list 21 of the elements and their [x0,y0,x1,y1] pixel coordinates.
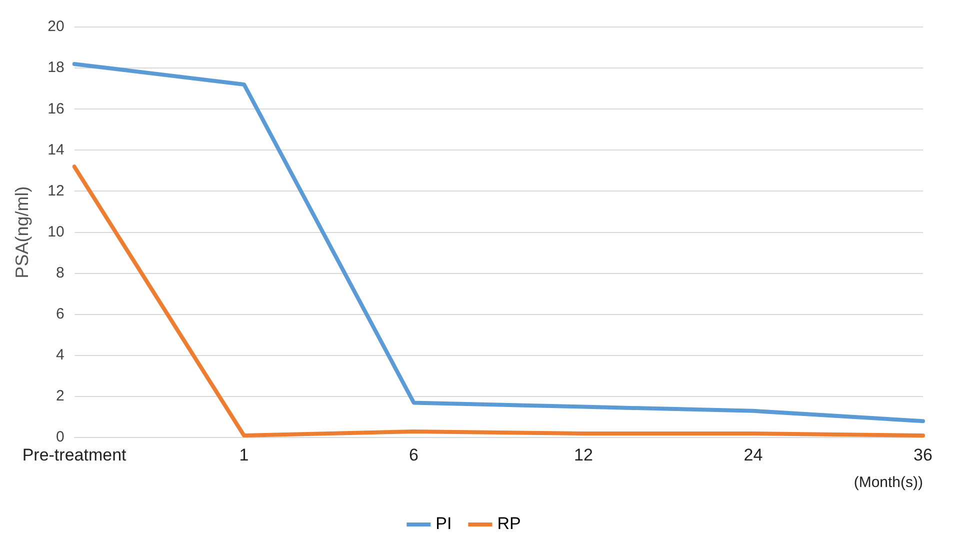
legend-label: PI [436,514,452,534]
x-tick-label: 6 [409,445,419,464]
x-tick-label: 36 [914,445,932,464]
y-tick-label: 20 [48,18,64,36]
legend-label: RP [497,514,521,534]
x-tick-label: 1 [239,445,249,464]
y-tick-label: 16 [48,100,64,118]
y-tick-label: 6 [56,306,64,323]
x-tick-label: Pre-treatment [22,445,127,464]
y-axis-title: PSA(ng/ml) [12,186,32,278]
y-tick-label: 10 [48,223,64,240]
y-tick-label: 0 [56,428,64,446]
x-tick-label: 12 [574,445,593,464]
y-tick-label: 12 [48,182,64,200]
x-axis-title: (Month(s)) [854,474,924,492]
y-tick-label: 8 [56,264,64,282]
y-tick-label: 18 [48,59,64,76]
y-tick-label: 14 [48,141,64,158]
y-tick-label: 2 [56,388,64,405]
y-tick-label: 4 [56,346,64,364]
x-tick-label: 24 [744,445,763,464]
